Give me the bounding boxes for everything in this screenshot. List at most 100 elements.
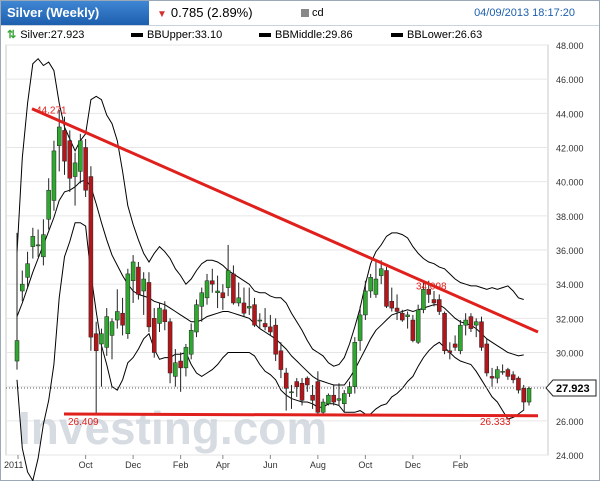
candle-body	[225, 270, 231, 288]
candle-body	[283, 372, 289, 389]
candle-body	[479, 321, 484, 348]
candle-body	[510, 374, 516, 381]
candle-body	[452, 343, 458, 348]
candle-body	[473, 321, 479, 326]
candle-body	[162, 309, 168, 322]
candle-body	[278, 350, 284, 370]
instrument-title[interactable]: Silver (Weekly)	[1, 1, 149, 25]
candle-body	[421, 289, 426, 311]
candle-body	[67, 140, 73, 179]
candle-body	[415, 309, 421, 343]
candle-body	[342, 393, 347, 404]
candle-body	[289, 391, 294, 394]
x-tick-label: Oct	[358, 460, 373, 470]
price-change-value: 0.785 (2.89%)	[170, 5, 253, 20]
candle-body	[46, 189, 51, 220]
candle-body	[120, 312, 125, 326]
candle-body	[199, 292, 204, 307]
x-tick-label: Oct	[79, 460, 94, 470]
candle-body	[463, 319, 468, 326]
candle-body	[489, 376, 495, 379]
candle-body	[141, 278, 146, 292]
legend-line-icon	[391, 33, 403, 38]
candle-body	[442, 312, 447, 352]
candle-body	[262, 323, 268, 328]
candle-body	[151, 318, 157, 353]
candle-body	[500, 371, 505, 373]
candle-body	[268, 326, 273, 333]
candle-body	[241, 302, 247, 314]
candle-body	[125, 273, 131, 334]
candle-body	[299, 383, 305, 401]
y-tick-label: 32.000	[556, 314, 584, 324]
candle-body	[51, 150, 57, 201]
candle-body	[495, 369, 500, 379]
price-change: ▼ 0.785 (2.89%)	[157, 1, 253, 25]
candle-body	[62, 130, 67, 162]
candle-body	[130, 261, 136, 282]
candle-body	[315, 381, 321, 413]
candle-body	[437, 299, 442, 312]
candle-body	[215, 290, 220, 293]
candle-body	[30, 236, 36, 247]
chart-header: Silver (Weekly) ▼ 0.785 (2.89%) cd 04/09/…	[1, 1, 599, 26]
price-annotation: 44.271	[36, 105, 67, 116]
price-annotation: 34.098	[416, 281, 447, 292]
candle-body	[505, 369, 511, 377]
ticker: cd	[301, 1, 324, 25]
chart-legend: ⇅ Silver:27.923 BBUpper:33.10 BBMiddle:29…	[1, 26, 599, 44]
legend-bb-upper: BBUpper:33.10	[131, 26, 222, 44]
candle-body	[320, 401, 326, 413]
upper-trendline	[31, 107, 539, 334]
candle-body	[35, 244, 41, 247]
candle-body	[72, 162, 78, 177]
candle-body	[526, 388, 532, 403]
x-tick-label: Aug	[310, 460, 326, 470]
candle-body	[136, 266, 141, 295]
legend-line-icon	[259, 33, 271, 38]
candle-body	[363, 290, 368, 316]
y-tick-label: 24.000	[556, 451, 584, 461]
x-tick-label: Jun	[263, 460, 278, 470]
candle-body	[93, 333, 99, 352]
x-tick-label: Dec	[405, 460, 422, 470]
candle-body	[447, 350, 453, 353]
x-tick-label: Dec	[125, 460, 142, 470]
y-tick-label: 46.000	[556, 75, 584, 85]
candle-body	[373, 278, 379, 295]
y-tick-label: 26.000	[556, 417, 584, 427]
lower-trendline	[63, 412, 539, 418]
candle-body	[99, 333, 104, 345]
candle-body	[231, 273, 236, 304]
candle-body	[347, 386, 352, 394]
candle-body	[252, 304, 257, 326]
y-tick-label: 38.000	[556, 212, 584, 222]
candle-body	[188, 330, 194, 355]
candle-body	[14, 340, 20, 362]
candle-body	[41, 234, 46, 258]
candle-body	[157, 307, 162, 324]
y-tick-label: 48.000	[556, 41, 584, 51]
candle-body	[20, 283, 25, 292]
candle-body	[146, 282, 152, 328]
candle-body	[273, 324, 278, 355]
candle-body	[426, 289, 431, 295]
y-tick-label: 44.000	[556, 109, 584, 119]
candle-body	[167, 321, 173, 374]
candle-body	[88, 176, 94, 338]
candle-body	[220, 292, 226, 299]
candle-body	[336, 398, 342, 401]
legend-last: ⇅ Silver:27.923	[7, 29, 85, 41]
candle-body	[368, 277, 373, 292]
last-price-label: 27.923	[556, 383, 590, 395]
candle-body	[458, 324, 463, 352]
candle-body	[352, 342, 358, 387]
candle-body	[400, 312, 405, 321]
last-price-tag	[545, 379, 597, 397]
candle-body	[194, 304, 199, 333]
candle-body	[115, 311, 120, 321]
candle-body	[236, 297, 241, 304]
candle-body	[384, 270, 389, 307]
up-down-icon: ⇅	[7, 29, 17, 41]
